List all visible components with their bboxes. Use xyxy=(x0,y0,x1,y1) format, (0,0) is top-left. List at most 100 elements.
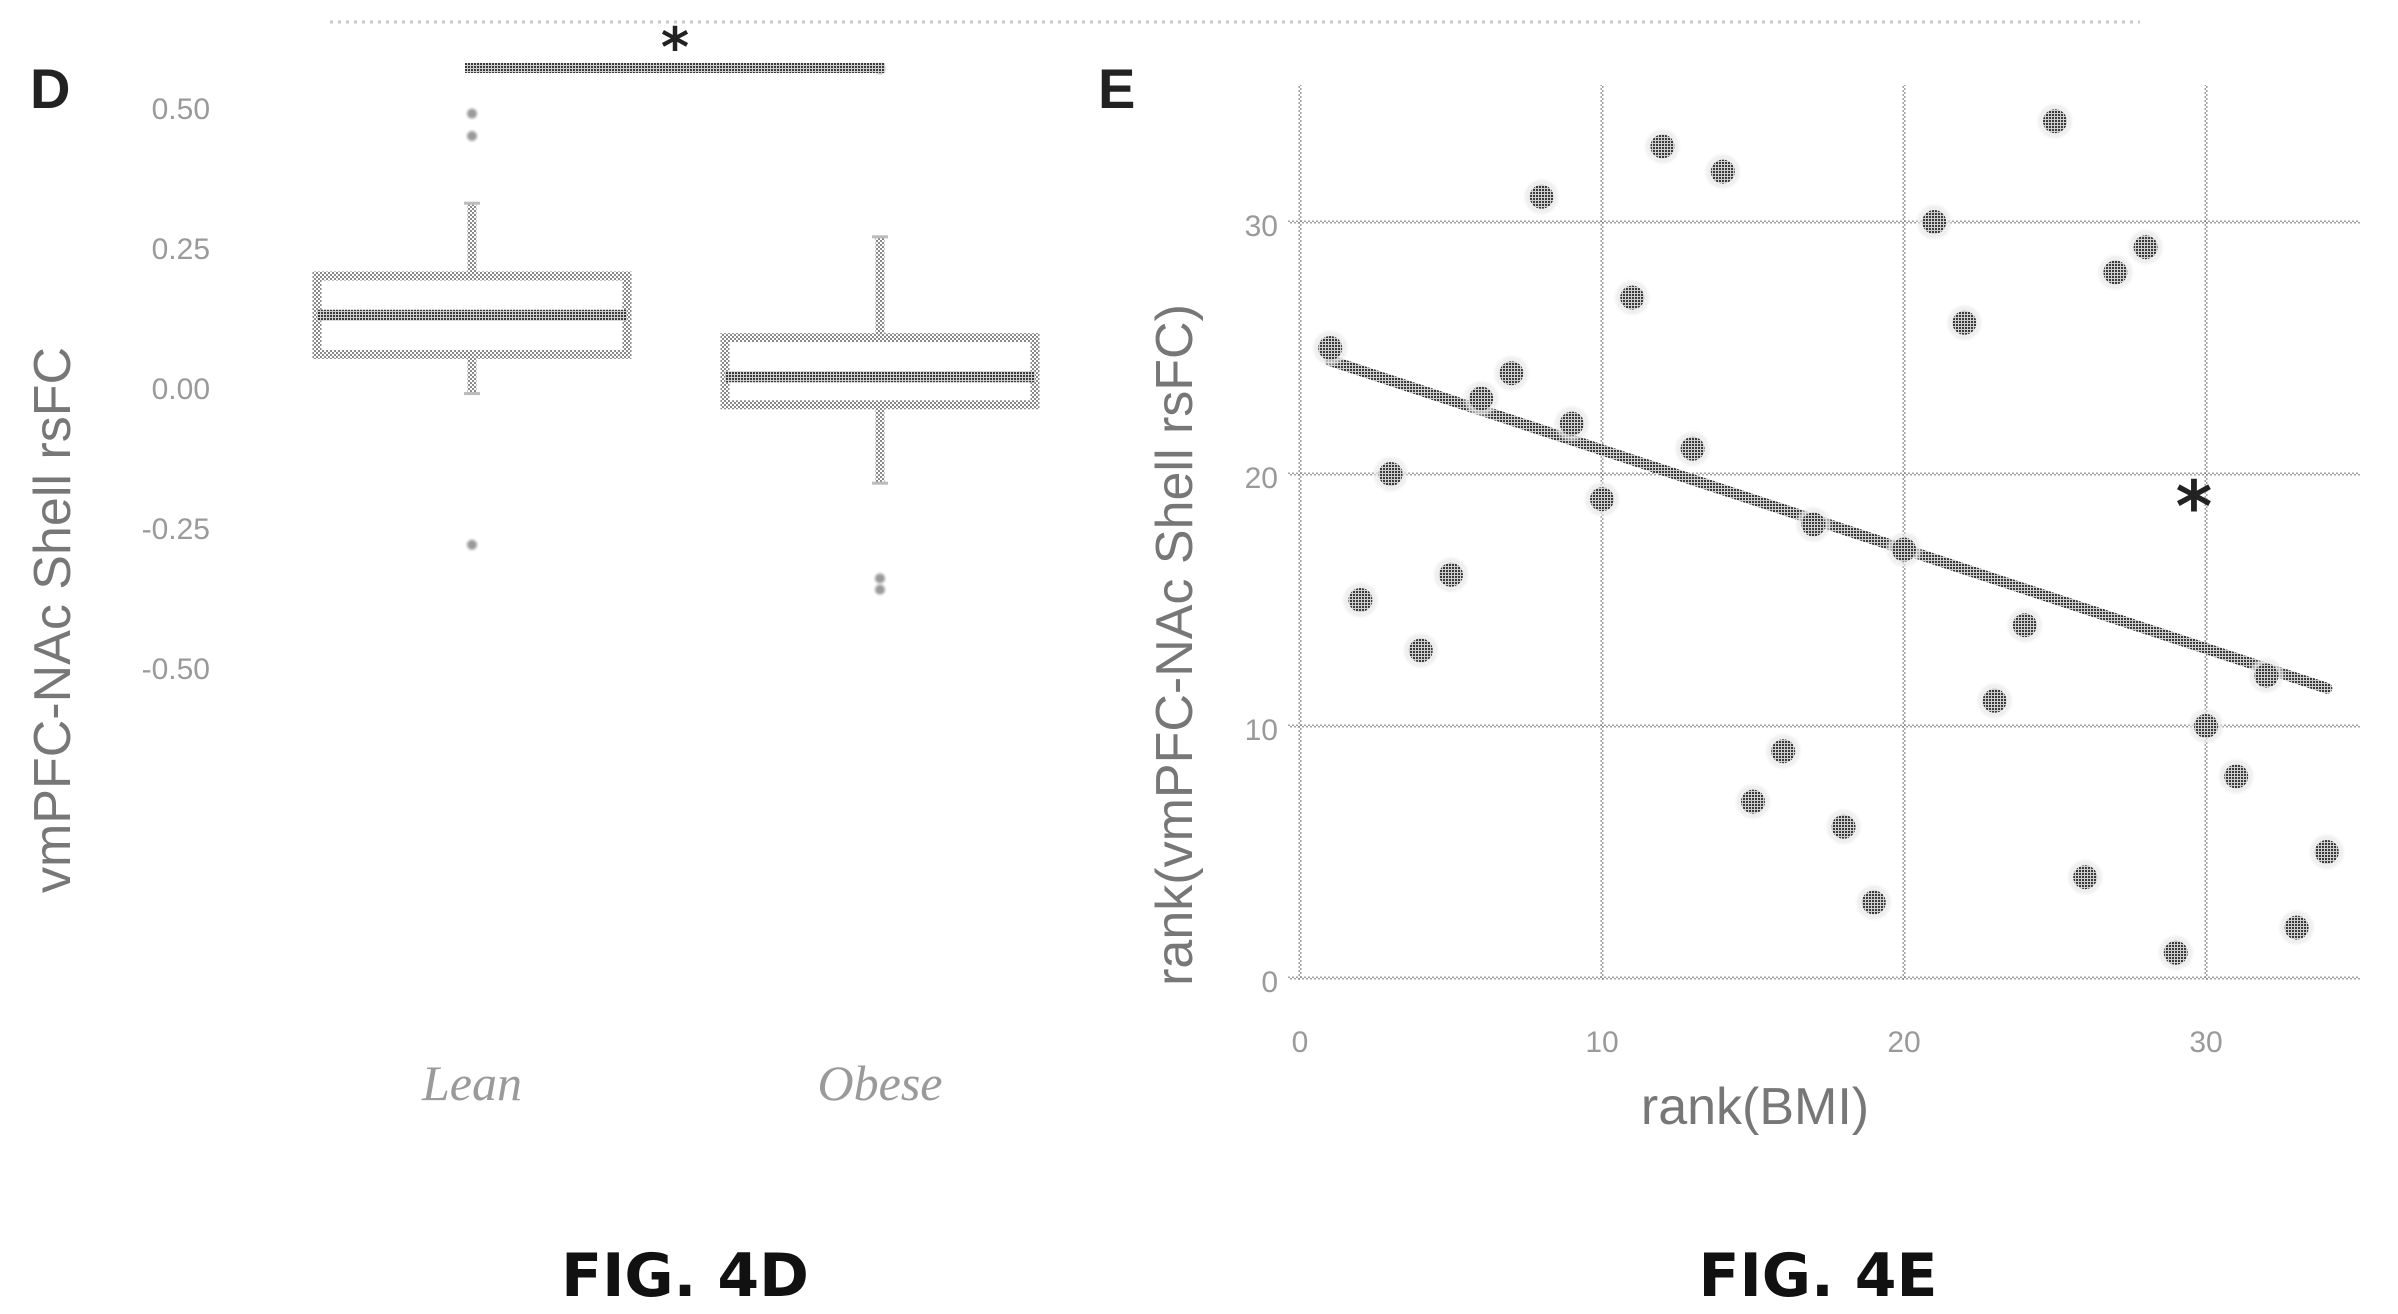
scatter-point-dot xyxy=(2194,714,2218,738)
panel-d-y-tick-label: -0.50 xyxy=(142,653,210,686)
scatter-point xyxy=(2158,935,2193,970)
scatter-point-dot xyxy=(1469,386,1494,411)
scatter-point xyxy=(1464,381,1499,416)
panel-d-category-label: Lean xyxy=(421,1055,522,1111)
panel-d-boxes xyxy=(312,63,1040,595)
scatter-point xyxy=(2038,104,2072,139)
scatter-point-dot xyxy=(1710,159,1735,184)
panel-d-boxplot: D 0.50 0.25 0.00 -0.25 -0.50 vmPFC-NAc Shell… xyxy=(24,16,1040,1111)
panel-d-y-tick-label: 0.25 xyxy=(152,233,210,266)
panel-e-y-tick-label: 10 xyxy=(1245,714,1278,747)
scatter-point xyxy=(1585,482,1619,517)
scatter-point-dot xyxy=(2224,764,2249,789)
panel-e-scatter: E 0 10 20 30 0 10 20 30 rank(BMI) rank(vmPFC-NA… xyxy=(1098,57,2360,1136)
scatter-point xyxy=(2007,608,2042,643)
scatter-point xyxy=(1434,557,1468,592)
box-obese xyxy=(720,63,1040,595)
scatter-point xyxy=(1373,457,1408,491)
panel-e-x-tick-label: 20 xyxy=(1887,1026,1920,1059)
scatter-point-dot xyxy=(2103,260,2128,285)
box-lean xyxy=(312,108,632,550)
panel-e-grid xyxy=(1288,85,2360,980)
scatter-point-dot xyxy=(1620,285,1645,310)
scatter-point-dot xyxy=(1529,184,1554,209)
scatter-point xyxy=(1947,305,1982,340)
panel-d-y-tick-label: -0.25 xyxy=(142,513,210,546)
outlier-point xyxy=(467,131,477,141)
scatter-point-dot xyxy=(1408,638,1433,663)
panel-e-label: E xyxy=(1098,57,1135,120)
scatter-point xyxy=(2279,910,2314,945)
panel-d-y-tick-label: 0.00 xyxy=(152,373,210,406)
scatter-point-dot xyxy=(1378,462,1403,486)
scatter-point xyxy=(1645,129,1680,164)
panel-d-categories: Lean Obese xyxy=(421,1055,942,1111)
scatter-point xyxy=(1524,179,1559,214)
panel-e-y-tick-label: 30 xyxy=(1245,210,1278,243)
outlier-point xyxy=(875,584,885,595)
panel-d-y-axis-label: vmPFC-NAc Shell rsFC xyxy=(24,347,82,893)
scatter-point-dot xyxy=(1559,411,1584,436)
scatter-point xyxy=(1887,532,1921,567)
panel-e-x-axis-label: rank(BMI) xyxy=(1641,1078,1869,1136)
scatter-point xyxy=(1736,784,1770,819)
scatter-point-dot xyxy=(2073,865,2098,890)
significance-star: * xyxy=(2176,466,2213,548)
panel-d-y-tick-label: 0.50 xyxy=(152,93,210,126)
scatter-point-dot xyxy=(1771,739,1796,764)
outlier-point xyxy=(467,108,477,119)
panel-e-x-tick-label: 10 xyxy=(1585,1026,1618,1059)
significance-star: * xyxy=(661,16,689,79)
outlier-point xyxy=(875,573,885,584)
scatter-point xyxy=(2249,658,2284,693)
scatter-point xyxy=(2219,759,2254,794)
caption-fig-4d: FIG. 4D xyxy=(561,1241,809,1311)
scatter-point-dot xyxy=(1861,890,1886,915)
scatter-point xyxy=(2068,860,2103,895)
scatter-point xyxy=(1343,583,1378,617)
scatter-point xyxy=(1705,154,1740,189)
scatter-point xyxy=(2098,255,2133,290)
scatter-point-dot xyxy=(1952,310,1977,335)
panel-e-x-tick-label: 30 xyxy=(2189,1026,2222,1059)
panel-d-label: D xyxy=(30,57,70,120)
scatter-point-dot xyxy=(1831,814,1856,839)
scatter-point xyxy=(1403,633,1438,668)
scatter-point xyxy=(1675,431,1710,466)
iqr-box xyxy=(720,333,1040,410)
scatter-point xyxy=(1494,356,1529,391)
outlier-point xyxy=(467,539,477,550)
scatter-point xyxy=(1615,280,1650,315)
scatter-point-dot xyxy=(1348,588,1373,612)
panel-d-y-ticks: 0.50 0.25 0.00 -0.25 -0.50 xyxy=(142,93,210,686)
scatter-point xyxy=(1917,205,1952,239)
scatter-point-dot xyxy=(2254,663,2279,688)
scatter-point xyxy=(1826,809,1861,844)
scatter-point-dot xyxy=(1680,436,1705,461)
scatter-point-dot xyxy=(1801,512,1826,537)
scatter-point-dot xyxy=(2314,840,2339,864)
scatter-point-dot xyxy=(2012,613,2037,638)
scatter-point xyxy=(2309,835,2344,869)
scatter-point-dot xyxy=(1439,562,1463,587)
panel-e-x-tick-label: 0 xyxy=(1292,1026,1309,1059)
scatter-point-dot xyxy=(2043,109,2067,134)
scatter-point-dot xyxy=(2133,235,2158,260)
scatter-point xyxy=(1766,734,1801,769)
scatter-point xyxy=(1313,331,1348,365)
panel-e-ticks: 0 10 20 30 0 10 20 30 xyxy=(1245,210,2223,1059)
panel-e-y-tick-label: 0 xyxy=(1261,966,1278,999)
scatter-point-dot xyxy=(1922,210,1947,234)
scatter-point-dot xyxy=(1499,361,1524,386)
panel-d-significance: * xyxy=(465,16,885,79)
scatter-point-dot xyxy=(1892,537,1916,562)
scatter-point-dot xyxy=(2163,940,2188,965)
scatter-point xyxy=(1796,507,1831,542)
panel-e-significance: * xyxy=(2176,466,2213,548)
scatter-point xyxy=(1977,683,2012,718)
panel-e-points xyxy=(1313,104,2344,970)
scatter-point-dot xyxy=(1650,134,1675,159)
scatter-point xyxy=(2128,230,2163,265)
scatter-point-dot xyxy=(2284,915,2309,940)
